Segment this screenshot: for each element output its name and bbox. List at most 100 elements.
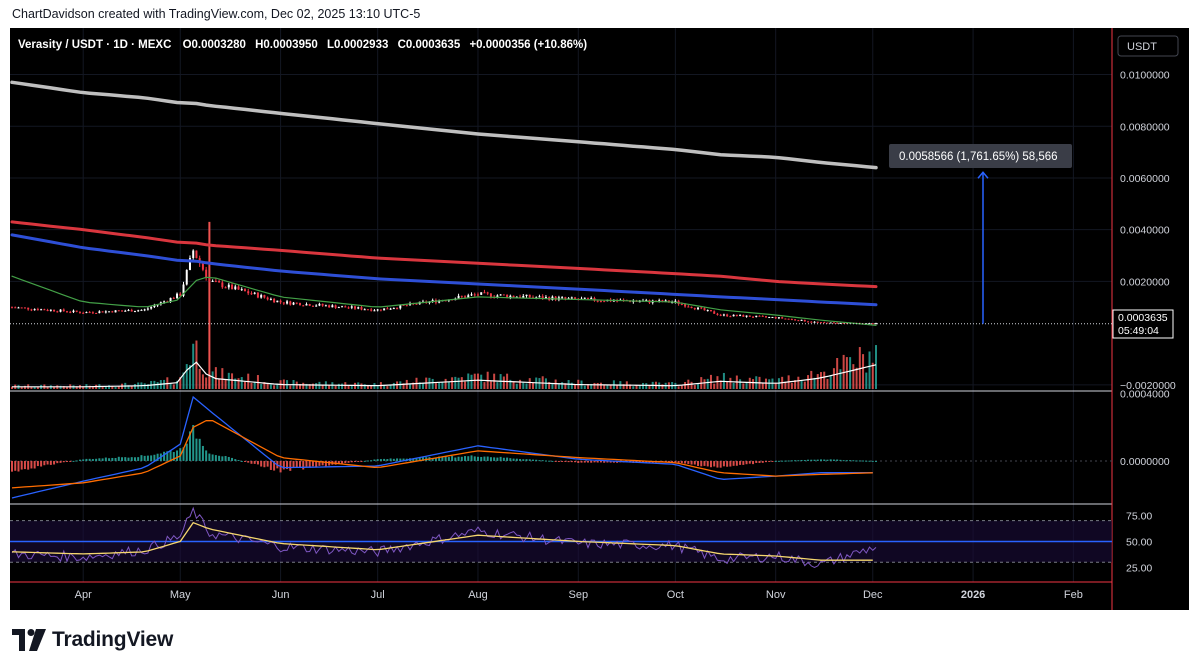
candle-body[interactable] bbox=[467, 295, 470, 298]
candle-body[interactable] bbox=[308, 304, 311, 306]
candle-body[interactable] bbox=[739, 315, 742, 317]
candle-body[interactable] bbox=[444, 300, 447, 302]
candle-body[interactable] bbox=[214, 280, 217, 282]
candle-body[interactable] bbox=[247, 291, 250, 294]
candle-body[interactable] bbox=[399, 304, 402, 309]
candle-body[interactable] bbox=[66, 311, 69, 313]
candle-body[interactable] bbox=[496, 295, 499, 297]
candle-body[interactable] bbox=[538, 296, 541, 298]
candle-body[interactable] bbox=[49, 309, 52, 311]
candle-body[interactable] bbox=[347, 307, 350, 309]
candle-body[interactable] bbox=[69, 311, 72, 313]
candle-body[interactable] bbox=[376, 309, 379, 311]
candle-body[interactable] bbox=[842, 322, 845, 324]
time-axis-label-jun[interactable]: Jun bbox=[272, 589, 290, 601]
candle-body[interactable] bbox=[172, 297, 175, 299]
candle-body[interactable] bbox=[188, 257, 191, 270]
candle-body[interactable] bbox=[583, 297, 586, 299]
candle-body[interactable] bbox=[11, 307, 13, 309]
candle-body[interactable] bbox=[564, 297, 567, 299]
candle-body[interactable] bbox=[755, 315, 758, 317]
time-axis-label-nov[interactable]: Nov bbox=[766, 589, 786, 601]
candle-body[interactable] bbox=[389, 308, 392, 310]
candle-body[interactable] bbox=[14, 307, 17, 309]
candle-body[interactable] bbox=[282, 302, 285, 304]
candle-body[interactable] bbox=[567, 298, 570, 300]
candle-body[interactable] bbox=[130, 309, 133, 312]
currency-button-frame[interactable] bbox=[1117, 35, 1179, 57]
candle-body[interactable] bbox=[360, 307, 363, 310]
candle-body[interactable] bbox=[515, 296, 518, 298]
candle-body[interactable] bbox=[53, 309, 56, 312]
candle-body[interactable] bbox=[211, 280, 214, 282]
candle-body[interactable] bbox=[292, 302, 295, 305]
candle-body[interactable] bbox=[431, 300, 434, 302]
candle-body[interactable] bbox=[836, 322, 839, 324]
candle-body[interactable] bbox=[227, 284, 230, 288]
candle-body[interactable] bbox=[379, 309, 382, 311]
candle-body[interactable] bbox=[832, 322, 835, 324]
candle-body[interactable] bbox=[729, 316, 732, 318]
candle-body[interactable] bbox=[522, 295, 525, 298]
candle-body[interactable] bbox=[101, 311, 104, 313]
candle-body[interactable] bbox=[328, 305, 331, 308]
candle-body[interactable] bbox=[709, 310, 712, 312]
candle-body[interactable] bbox=[195, 250, 198, 259]
candle-body[interactable] bbox=[192, 250, 195, 258]
candle-body[interactable] bbox=[599, 300, 602, 302]
candle-body[interactable] bbox=[464, 296, 467, 298]
candle-body[interactable] bbox=[726, 314, 729, 317]
candle-body[interactable] bbox=[59, 309, 62, 312]
chart-area[interactable]: 0.0058566 (1,761.65%) 58,566 Verasity / … bbox=[10, 28, 1189, 610]
candle-body[interactable] bbox=[819, 322, 822, 324]
candle-body[interactable] bbox=[587, 297, 589, 299]
candle-body[interactable] bbox=[768, 317, 771, 319]
candle-body[interactable] bbox=[208, 277, 211, 282]
measure-tool[interactable]: 0.0058566 (1,761.65%) 58,566 bbox=[889, 144, 1072, 324]
candle-body[interactable] bbox=[315, 305, 318, 307]
candle-body[interactable] bbox=[117, 310, 120, 312]
candle-body[interactable] bbox=[357, 307, 360, 309]
candle-body[interactable] bbox=[256, 292, 259, 298]
candle-body[interactable] bbox=[392, 308, 395, 310]
candle-body[interactable] bbox=[237, 286, 240, 290]
candle-body[interactable] bbox=[541, 296, 544, 299]
candle-body[interactable] bbox=[483, 292, 486, 294]
candle-body[interactable] bbox=[499, 294, 502, 296]
candle-body[interactable] bbox=[273, 298, 276, 303]
candle-body[interactable] bbox=[590, 298, 593, 300]
price-axis[interactable]: 0.0100000 0.0080000 0.0060000 0.0040000 0.00… bbox=[1120, 70, 1176, 575]
candle-body[interactable] bbox=[127, 309, 130, 311]
candle-body[interactable] bbox=[344, 306, 347, 308]
candle-body[interactable] bbox=[62, 309, 65, 312]
candle-body[interactable] bbox=[700, 307, 703, 309]
candle-body[interactable] bbox=[402, 304, 405, 306]
candle-body[interactable] bbox=[684, 304, 687, 307]
candle-body[interactable] bbox=[33, 309, 36, 311]
candle-body[interactable] bbox=[697, 307, 700, 310]
candle-body[interactable] bbox=[299, 303, 301, 306]
candle-body[interactable] bbox=[253, 292, 256, 294]
candle-body[interactable] bbox=[104, 311, 107, 313]
candle-body[interactable] bbox=[163, 301, 166, 303]
candle-body[interactable] bbox=[438, 300, 441, 303]
candle-body[interactable] bbox=[321, 303, 324, 306]
candle-body[interactable] bbox=[680, 303, 683, 305]
candle-body[interactable] bbox=[489, 293, 492, 297]
candle-body[interactable] bbox=[243, 289, 246, 292]
time-axis-label-jul[interactable]: Jul bbox=[371, 589, 385, 601]
candle-body[interactable] bbox=[295, 302, 298, 304]
candle-body[interactable] bbox=[645, 300, 648, 302]
candle-body[interactable] bbox=[519, 296, 522, 298]
candle-body[interactable] bbox=[554, 296, 557, 300]
candle-body[interactable] bbox=[133, 311, 136, 313]
time-axis-label-feb[interactable]: Feb bbox=[1064, 589, 1083, 601]
candle-body[interactable] bbox=[311, 305, 314, 307]
time-axis-label-2026[interactable]: 2026 bbox=[961, 589, 985, 601]
candle-body[interactable] bbox=[845, 323, 848, 325]
candle-body[interactable] bbox=[383, 308, 386, 311]
candle-body[interactable] bbox=[279, 300, 282, 303]
candle-body[interactable] bbox=[140, 309, 143, 311]
candle-body[interactable] bbox=[790, 319, 793, 321]
candle-body[interactable] bbox=[75, 310, 78, 312]
